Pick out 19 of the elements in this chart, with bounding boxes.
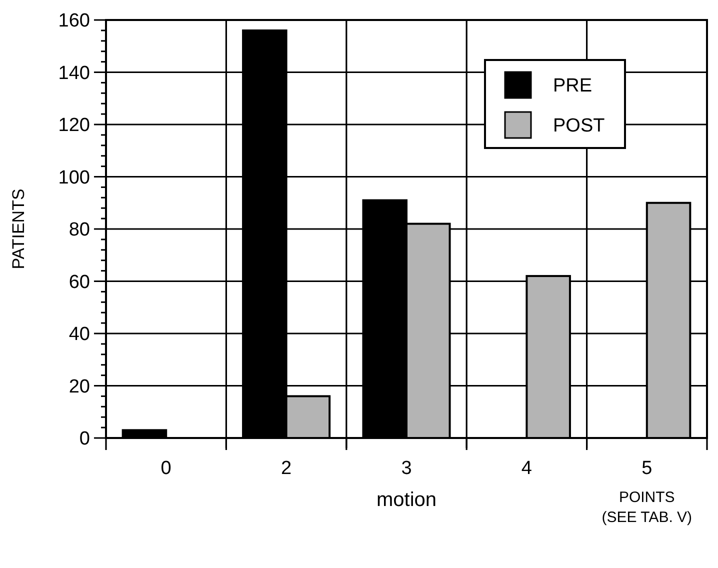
y-tick-label: 160 [58, 10, 90, 32]
y-tick-label: 0 [79, 428, 90, 450]
y-tick-label: 60 [68, 272, 90, 293]
legend-label: POST [553, 116, 606, 137]
x-tick-label: 3 [401, 458, 412, 479]
x-tick-label: 0 [160, 458, 172, 479]
y-tick-label: 100 [58, 167, 90, 188]
y-tick-label: 20 [68, 376, 90, 398]
x-tick-label: 5 [642, 458, 652, 479]
x-tick-label: 2 [281, 458, 292, 479]
y-tick-label: 80 [68, 220, 90, 241]
x-tick-label: 4 [521, 458, 532, 479]
x-axis-title: motion [376, 489, 437, 511]
legend-label: PRE [553, 76, 592, 97]
y-tick-label: 40 [68, 324, 90, 346]
y-axis-title: PATIENTS [9, 188, 28, 270]
y-tick-label: 140 [58, 62, 90, 84]
y-tick-label: 120 [58, 115, 90, 136]
text: POINTS (SEE TAB. V) [602, 489, 692, 526]
